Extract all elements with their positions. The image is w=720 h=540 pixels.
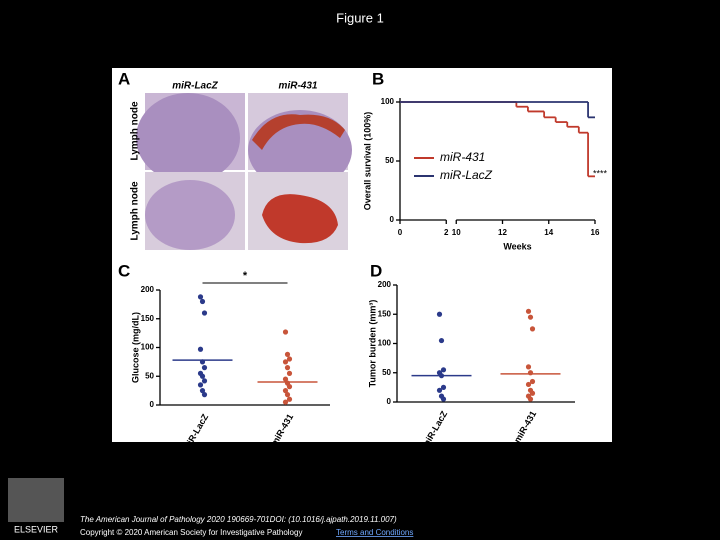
row-label: Lymph node xyxy=(130,181,141,241)
data-point xyxy=(201,392,208,398)
y-tick-label: 50 xyxy=(382,368,391,377)
data-point xyxy=(286,396,293,402)
data-point xyxy=(282,359,289,365)
data-point xyxy=(197,346,204,352)
data-point xyxy=(199,388,206,394)
panel-letter: D xyxy=(370,261,382,280)
y-tick-label: 100 xyxy=(378,339,392,348)
column-label: miR-431 xyxy=(279,81,318,92)
significance-label: * xyxy=(243,270,248,282)
data-point xyxy=(529,326,536,332)
y-axis-label: Glucose (mg/dL) xyxy=(130,312,140,383)
data-point xyxy=(284,392,291,398)
annotation: **** xyxy=(593,169,608,179)
x-tick-label: 16 xyxy=(591,228,600,237)
data-point xyxy=(284,351,291,357)
data-point xyxy=(201,310,208,316)
data-point xyxy=(197,294,204,300)
publisher-logo xyxy=(8,478,64,522)
data-point xyxy=(201,378,208,384)
data-point xyxy=(527,396,534,402)
data-point xyxy=(440,384,447,390)
tissue xyxy=(136,93,240,183)
panel-letter: A xyxy=(118,69,130,88)
y-tick-label: 150 xyxy=(378,309,392,318)
data-point xyxy=(286,384,293,390)
citation: The American Journal of Pathology 2020 1… xyxy=(80,515,397,524)
data-point xyxy=(440,396,447,402)
row-label: Lymph node xyxy=(130,101,141,161)
x-axis-label: Weeks xyxy=(503,241,531,251)
y-tick-label: 100 xyxy=(141,343,155,352)
data-point xyxy=(284,365,291,371)
data-point xyxy=(440,367,447,373)
y-axis-label: Tumor burden (mm³) xyxy=(367,300,377,388)
panel-letter: C xyxy=(118,261,130,280)
y-tick-label: 150 xyxy=(141,314,155,323)
data-point xyxy=(525,364,532,370)
publisher-name: ELSEVIER xyxy=(14,524,59,534)
tissue xyxy=(145,180,235,250)
data-point xyxy=(199,373,206,379)
y-tick-label: 100 xyxy=(381,97,395,106)
y-tick-label: 0 xyxy=(387,397,392,406)
data-point xyxy=(436,311,443,317)
x-tick-label: 0 xyxy=(398,228,403,237)
y-axis-label: Overall survival (100%) xyxy=(362,112,372,211)
legend-label: miR-431 xyxy=(440,150,485,164)
legend-label: miR-LacZ xyxy=(440,168,493,182)
data-point xyxy=(282,399,289,405)
data-point xyxy=(201,365,208,371)
data-point xyxy=(525,308,532,314)
data-point xyxy=(529,378,536,385)
y-tick-label: 200 xyxy=(141,285,155,294)
data-point xyxy=(529,390,536,396)
data-point xyxy=(527,314,534,320)
x-tick-label: 10 xyxy=(452,228,461,237)
data-point xyxy=(282,376,289,382)
data-point xyxy=(282,329,289,335)
data-point xyxy=(282,388,289,394)
data-point xyxy=(438,337,445,344)
stain xyxy=(262,194,338,244)
column-label: miR-LacZ xyxy=(172,81,218,92)
y-tick-label: 0 xyxy=(150,400,155,409)
slide-title: Figure 1 xyxy=(336,10,384,25)
data-point xyxy=(525,381,532,388)
x-tick-label: 12 xyxy=(498,228,507,237)
y-tick-label: 50 xyxy=(385,156,394,165)
data-point xyxy=(436,387,443,393)
terms-link-text[interactable]: Terms and Conditions xyxy=(336,528,413,537)
y-tick-label: 200 xyxy=(378,280,392,289)
x-tick-label: 2 xyxy=(444,228,449,237)
stain xyxy=(252,114,345,150)
data-point xyxy=(286,370,293,376)
y-tick-label: 50 xyxy=(145,371,154,380)
y-tick-label: 0 xyxy=(390,215,395,224)
data-point xyxy=(286,356,293,362)
x-tick-label: 14 xyxy=(544,228,553,237)
histology-panels xyxy=(136,93,352,250)
panel-letter: B xyxy=(372,69,384,88)
copyright: Copyright © 2020 American Society for In… xyxy=(80,528,302,537)
data-point xyxy=(199,298,206,305)
data-point xyxy=(197,382,204,388)
terms-link[interactable]: Terms and Conditions xyxy=(336,528,413,537)
